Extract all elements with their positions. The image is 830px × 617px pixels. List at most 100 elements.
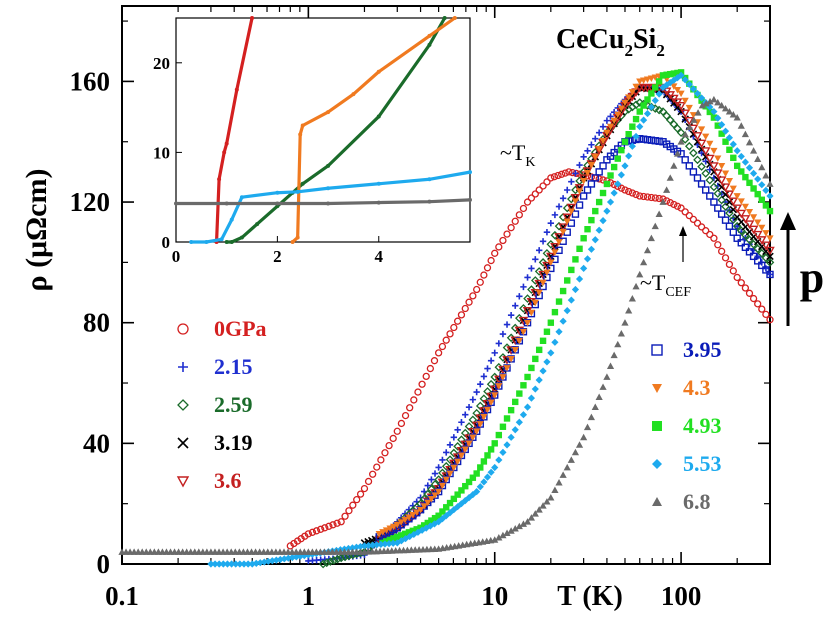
data-point: [304, 530, 313, 538]
interp-point: [762, 310, 770, 319]
interp-point: [655, 137, 663, 145]
interp-point: [693, 219, 702, 227]
interp-point: [503, 321, 511, 328]
data-point: [710, 114, 718, 121]
interp-point: [725, 198, 734, 206]
interp-point: [244, 560, 252, 568]
interp-point: [507, 356, 515, 363]
interp-point: [413, 509, 421, 516]
interp-point: [308, 528, 317, 536]
inset-data-point: [300, 123, 305, 128]
data-point: [698, 101, 706, 109]
interp-point: [606, 362, 615, 370]
interp-point: [718, 101, 726, 109]
interp-point: [643, 109, 652, 118]
inset-data-point: [229, 240, 234, 244]
interp-point: [528, 364, 535, 372]
data-point: [709, 182, 719, 192]
data-point: [636, 192, 644, 200]
interp-point: [696, 139, 707, 149]
inset-data-point: [427, 42, 432, 47]
interp-point: [663, 81, 671, 89]
interp-point: [610, 163, 618, 171]
interp-point: [717, 210, 726, 218]
interp-point: [572, 256, 579, 263]
inset-data-point: [442, 16, 447, 20]
interp-point: [599, 383, 607, 390]
interp-point: [684, 141, 694, 151]
inset-data-point: [298, 132, 303, 137]
interp-point: [480, 458, 488, 465]
interp-point: [487, 357, 495, 364]
interp-point: [495, 534, 503, 541]
x-tick-label: 100: [661, 581, 702, 611]
legend-label: 4.3: [683, 375, 711, 400]
interp-point: [543, 269, 551, 277]
interp-point: [568, 178, 575, 185]
data-point: [579, 192, 588, 200]
legend-marker: [178, 362, 188, 372]
x-tick-label: 0.1: [105, 581, 139, 611]
interp-point: [576, 161, 583, 169]
data-point: [733, 193, 741, 200]
interp-point: [714, 241, 722, 249]
interp-point: [476, 278, 484, 286]
interp-point: [352, 543, 361, 551]
interp-point: [651, 194, 659, 202]
interp-point: [625, 307, 633, 314]
data-point: [766, 316, 774, 324]
interp-point: [495, 383, 503, 390]
data-point: [473, 388, 480, 396]
interp-point: [428, 476, 435, 483]
interp-point: [480, 373, 488, 380]
interp-point: [449, 459, 459, 469]
interp-point: [562, 213, 573, 223]
interp-point: [405, 529, 413, 536]
inset-data-point: [376, 114, 381, 119]
data-point: [733, 162, 741, 170]
inset-data-point: [290, 240, 295, 244]
data-point: [676, 101, 686, 111]
tcef-prefix: ~T: [640, 270, 666, 295]
interp-point: [512, 398, 519, 406]
interp-point: [714, 204, 722, 212]
interp-point: [495, 431, 503, 439]
data-point: [710, 107, 718, 116]
interp-point: [527, 309, 536, 317]
data-point: [523, 518, 532, 525]
interp-point: [401, 535, 410, 543]
interp-point: [559, 317, 567, 325]
interp-point: [329, 556, 339, 565]
interp-point: [625, 130, 632, 138]
interp-point: [587, 161, 596, 169]
tcef-annotation: ~TCEF: [640, 270, 691, 300]
interp-point: [535, 346, 543, 354]
interp-point: [511, 217, 519, 225]
interp-point: [752, 230, 763, 240]
data-point: [603, 373, 611, 380]
interp-point: [276, 555, 284, 564]
interp-point: [718, 121, 726, 129]
interp-point: [460, 428, 470, 438]
interp-point: [681, 208, 689, 216]
interp-point: [507, 406, 515, 414]
interp-point: [397, 537, 406, 545]
data-point: [676, 128, 686, 138]
interp-point: [647, 136, 656, 144]
interp-point: [555, 478, 563, 486]
interp-point: [693, 155, 702, 165]
interp-point: [599, 176, 607, 184]
data-point: [473, 470, 480, 477]
legend-item-3.95: 3.95: [651, 337, 722, 362]
interp-point: [721, 202, 730, 211]
interp-point: [460, 440, 471, 450]
interp-point: [519, 520, 528, 527]
interp-point: [527, 297, 536, 306]
interp-point: [422, 372, 430, 381]
inset-data-point: [174, 201, 178, 206]
data-point: [523, 198, 532, 206]
interp-point: [745, 164, 754, 172]
interp-point: [515, 337, 523, 345]
legend-marker: [177, 399, 189, 411]
interp-point: [507, 224, 515, 232]
